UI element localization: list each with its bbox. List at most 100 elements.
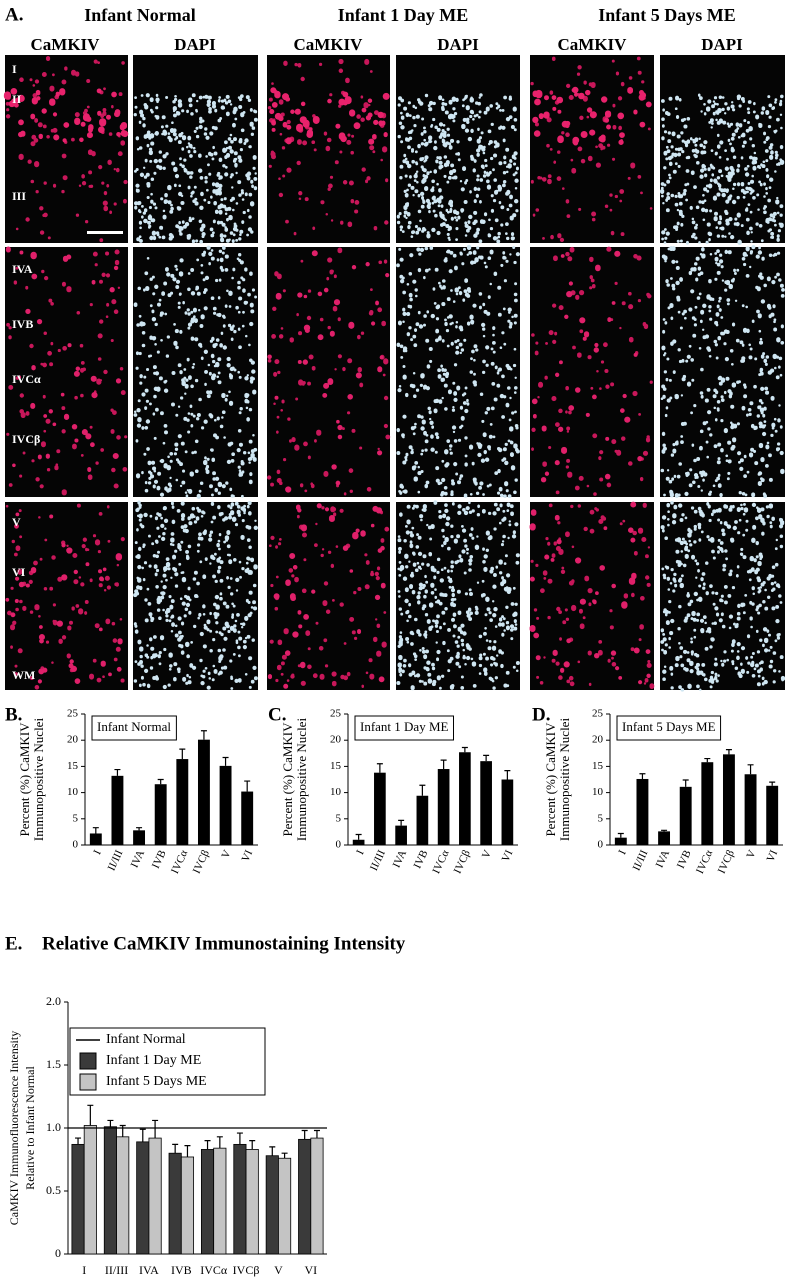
micrograph (660, 247, 785, 497)
y-axis-label: Immunopositive Nuclei (294, 718, 309, 842)
x-tick-label: IVCα (169, 848, 190, 876)
micrograph-cells (530, 502, 655, 689)
micrograph-cells (3, 88, 129, 143)
x-tick-label: V (274, 1263, 283, 1277)
error-bar (504, 769, 511, 780)
error-bar (376, 763, 383, 773)
y-tick-label: 10 (330, 786, 342, 798)
bar (116, 1136, 130, 1255)
micrograph-cells (532, 86, 652, 146)
error-bar (107, 1119, 114, 1127)
micrograph (267, 247, 390, 497)
y-tick-label: 10 (67, 786, 79, 798)
micrograph-cells (396, 244, 520, 499)
x-tick-label: IVA (129, 848, 148, 870)
legend-swatch (79, 1073, 97, 1091)
x-tick-label: IVB (171, 1263, 192, 1277)
title-box (91, 715, 177, 741)
column-label: CaMKIV (558, 35, 628, 54)
error-bar (269, 1146, 276, 1156)
bar (352, 839, 365, 845)
bar (278, 1157, 292, 1255)
micrograph-cells (5, 512, 123, 684)
micrograph (5, 502, 128, 690)
y-tick-label: 5 (336, 812, 342, 824)
x-tick-label: VI (239, 848, 255, 864)
x-tick-label: IVB (150, 848, 169, 870)
micrograph-cells (267, 503, 386, 689)
x-tick-label: II/III (368, 848, 388, 873)
y-tick-label: 25 (67, 708, 79, 720)
legend-label: Infant 5 Days ME (106, 1074, 207, 1089)
y-axis-label: Percent (%) CaMKIV (543, 722, 558, 837)
x-tick-label: I (616, 848, 629, 857)
legend-label: Infant Normal (106, 1032, 186, 1047)
micrograph (133, 55, 258, 243)
y-tick-label: 25 (330, 708, 342, 720)
group-title: Infant Normal (84, 5, 196, 25)
x-tick-label: V (480, 848, 494, 860)
x-tick-label: IVCβ (452, 848, 473, 876)
y-tick-label: 5 (73, 812, 79, 824)
error-bar (184, 1145, 191, 1157)
y-tick-label: 15 (330, 760, 342, 772)
panel-label: C. (268, 704, 286, 725)
y-tick-label: 0 (55, 1246, 61, 1260)
legend-box (69, 1027, 266, 1096)
error-bar (398, 819, 405, 826)
bar (197, 739, 210, 845)
y-tick-label: 10 (592, 786, 604, 798)
x-tick-label: IVB (412, 848, 431, 870)
x-tick-label: V (219, 848, 233, 860)
error-bar (249, 1140, 256, 1150)
error-bar (747, 764, 754, 775)
error-bar (200, 730, 207, 740)
y-tick-label: 15 (592, 760, 604, 772)
error-bar (92, 827, 99, 834)
layer-label: IVCα (12, 372, 41, 386)
bar (679, 786, 692, 845)
micrograph-cells (660, 245, 785, 499)
bar (395, 825, 407, 845)
chart-title: Relative CaMKIV Immunostaining Intensity (42, 933, 406, 954)
bar (459, 752, 471, 845)
micrograph-cells (267, 247, 391, 496)
layer-label: III (12, 189, 26, 203)
error-bar (236, 1132, 243, 1145)
error-bar (355, 833, 362, 840)
x-tick-label: IVB (675, 848, 694, 870)
x-tick-label: V (744, 848, 758, 860)
column-label: CaMKIV (31, 35, 101, 54)
layer-label: V (12, 515, 21, 529)
bar (501, 779, 514, 845)
x-tick-label: IVCα (430, 848, 451, 876)
x-tick-label: I (91, 848, 104, 857)
error-bar (179, 748, 186, 760)
panel-label: A. (5, 4, 23, 25)
group-title: Infant 1 Day ME (338, 5, 469, 25)
title-box (616, 715, 722, 741)
error-bar (244, 780, 251, 792)
bar (658, 831, 671, 845)
micrograph-cells (660, 500, 785, 692)
bar (233, 1143, 247, 1255)
y-tick-label: 0.5 (46, 1183, 61, 1197)
legend-swatch (79, 1052, 97, 1070)
bar (701, 762, 714, 845)
y-axis-label: Immunopositive Nuclei (557, 718, 572, 842)
y-axis-label: CaMKIV Immunofluorescence Intensity (7, 1031, 21, 1225)
x-tick-label: VI (764, 848, 780, 864)
layer-label: IVB (12, 317, 33, 331)
bar (133, 830, 146, 845)
bar (310, 1137, 324, 1255)
bar (213, 1147, 227, 1255)
y-tick-label: 2.0 (46, 994, 61, 1008)
error-bar (725, 749, 732, 755)
y-tick-label: 5 (598, 812, 604, 824)
error-bar (301, 1129, 308, 1140)
bar (154, 784, 167, 845)
y-axis-label: Immunopositive Nuclei (31, 718, 46, 842)
micrograph-cells (396, 500, 520, 691)
bar (111, 775, 124, 845)
bar (374, 772, 386, 845)
